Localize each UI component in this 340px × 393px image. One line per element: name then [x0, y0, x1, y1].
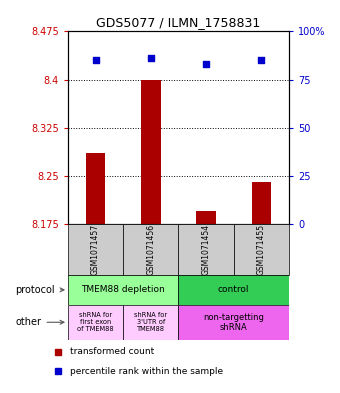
Text: control: control	[218, 285, 250, 294]
Bar	[178, 305, 289, 340]
Bar	[178, 275, 289, 305]
Text: transformed count: transformed count	[70, 347, 154, 356]
Text: GSM1071455: GSM1071455	[257, 224, 266, 275]
Bar	[68, 305, 123, 340]
Text: GSM1071456: GSM1071456	[147, 224, 155, 275]
Text: GSM1071457: GSM1071457	[91, 224, 100, 275]
Bar	[123, 305, 178, 340]
Bar	[123, 224, 178, 275]
Text: non-targetting
shRNA: non-targetting shRNA	[203, 312, 264, 332]
Text: protocol: protocol	[16, 285, 64, 295]
Bar	[141, 80, 160, 224]
Point	[259, 57, 264, 63]
Bar	[68, 275, 178, 305]
Point	[203, 61, 209, 67]
Point	[93, 57, 98, 63]
Bar	[197, 211, 216, 224]
Bar	[234, 224, 289, 275]
Bar	[178, 224, 234, 275]
Bar	[252, 182, 271, 224]
Text: GSM1071454: GSM1071454	[202, 224, 210, 275]
Bar	[86, 153, 105, 224]
Point	[148, 55, 154, 62]
Text: percentile rank within the sample: percentile rank within the sample	[70, 367, 223, 376]
Text: shRNA for
first exon
of TMEM88: shRNA for first exon of TMEM88	[77, 312, 114, 332]
Title: GDS5077 / ILMN_1758831: GDS5077 / ILMN_1758831	[96, 16, 261, 29]
Bar	[68, 224, 123, 275]
Text: other: other	[16, 317, 64, 327]
Text: shRNA for
3'UTR of
TMEM88: shRNA for 3'UTR of TMEM88	[134, 312, 167, 332]
Text: TMEM88 depletion: TMEM88 depletion	[81, 285, 165, 294]
